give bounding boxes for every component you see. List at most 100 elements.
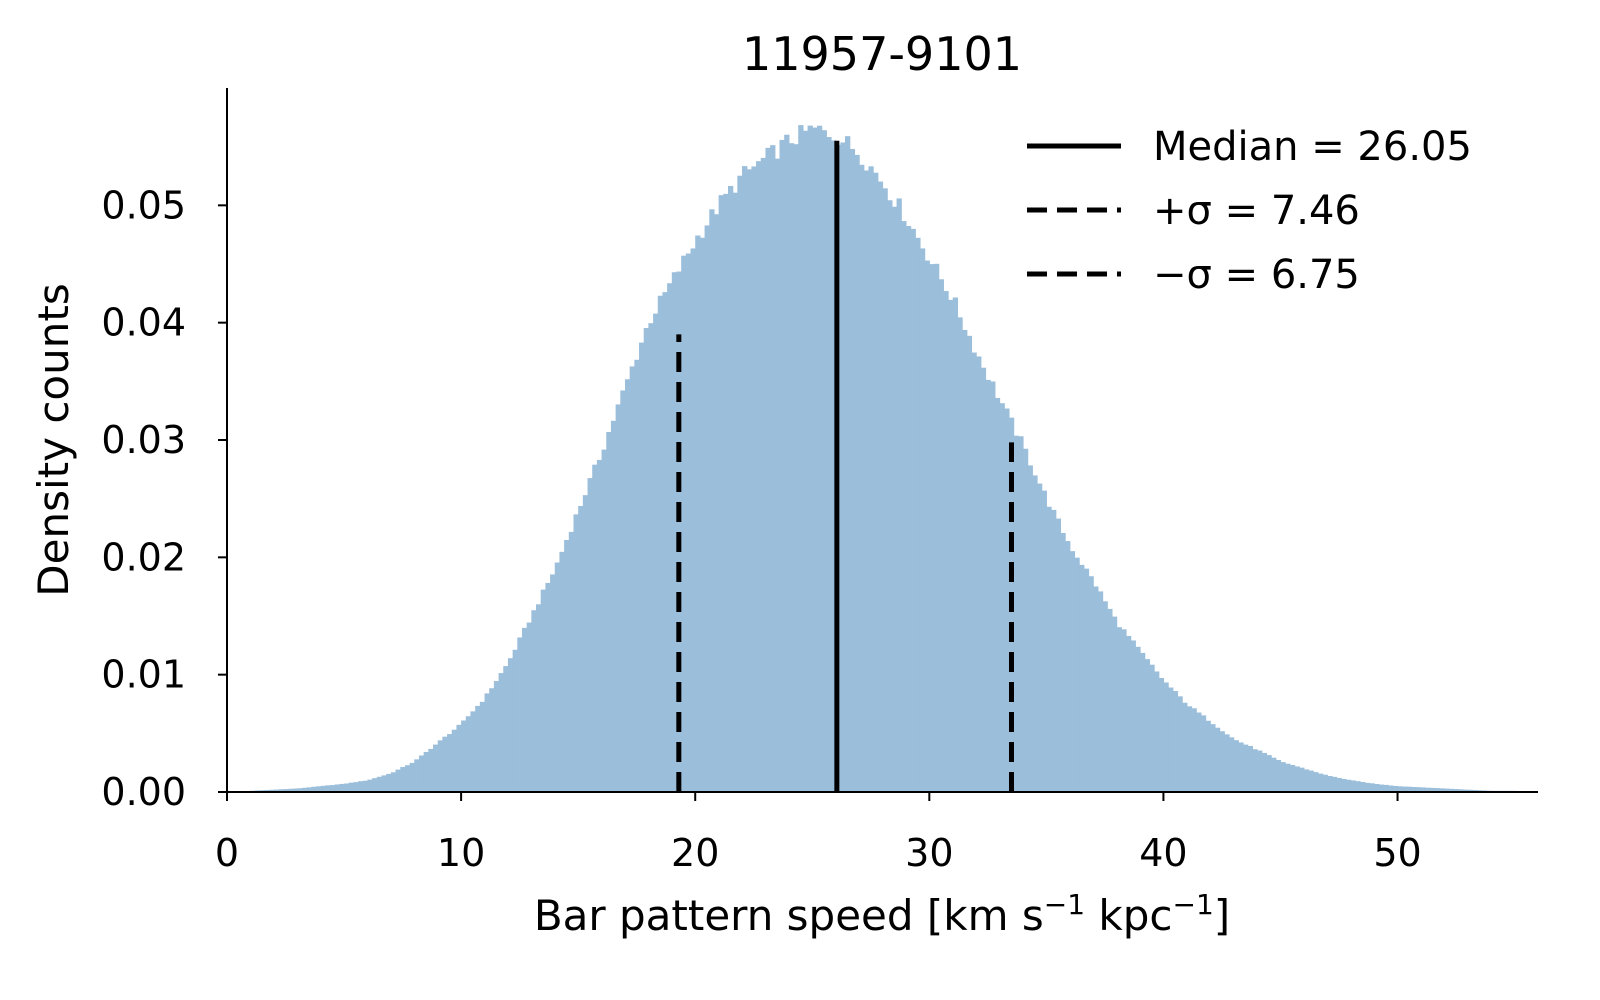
histogram-bar — [330, 785, 336, 792]
histogram-bar — [962, 329, 968, 792]
y-tick-label: 0.03 — [101, 418, 186, 462]
histogram-bar — [690, 248, 696, 792]
histogram-bar — [1022, 448, 1029, 792]
histogram-bar — [994, 397, 1001, 792]
histogram-bar — [788, 143, 795, 792]
x-axis-label: Bar pattern speed [km s−1 kpc−1] — [534, 888, 1230, 940]
histogram-bar — [1200, 715, 1207, 792]
histogram-bar — [503, 666, 509, 792]
histogram-bar — [1121, 629, 1127, 792]
histogram-bar — [826, 137, 832, 792]
histogram-bar — [456, 724, 462, 792]
histogram-bar — [1275, 759, 1282, 792]
histogram-bar — [620, 390, 626, 792]
histogram-bar — [1402, 786, 1408, 792]
histogram-bar — [1027, 465, 1033, 792]
y-axis-label: Density counts — [29, 283, 78, 596]
histogram-bar — [493, 681, 500, 792]
histogram-bar — [938, 279, 944, 792]
histogram-bar — [1257, 750, 1263, 792]
histogram-bar — [269, 789, 275, 792]
chart-title: 11957-9101 — [742, 27, 1022, 81]
histogram-bar — [774, 158, 781, 792]
histogram-bar — [915, 237, 921, 792]
histogram-bar — [1392, 785, 1399, 792]
histogram-bar — [1289, 765, 1296, 792]
legend-label: Median = 26.05 — [1153, 124, 1472, 170]
histogram-bar — [409, 762, 415, 792]
histogram-bar — [596, 459, 603, 792]
histogram-bar — [887, 200, 893, 793]
histogram-bar — [1364, 782, 1371, 792]
histogram-bar — [1294, 766, 1300, 792]
histogram-bar — [461, 720, 467, 792]
histogram-bar — [1037, 483, 1043, 792]
histogram-bar — [821, 130, 827, 792]
histogram-bar — [489, 688, 495, 792]
histogram-bar — [1444, 788, 1450, 792]
histogram-bar — [980, 367, 987, 792]
histogram-bar — [999, 403, 1005, 792]
histogram-bar — [807, 125, 813, 793]
histogram-bar — [1032, 475, 1038, 792]
histogram-bar — [784, 134, 790, 793]
histogram-bar — [1252, 749, 1258, 792]
histogram-bar — [521, 627, 528, 792]
histogram-bar — [934, 263, 940, 793]
histogram-bar — [550, 574, 556, 792]
histogram-bar — [395, 769, 401, 792]
histogram-bar — [325, 785, 331, 792]
histogram-bar — [1088, 576, 1094, 792]
histogram-bar — [629, 366, 635, 792]
histogram-bar — [1238, 742, 1244, 792]
histogram-bar — [1065, 541, 1071, 792]
histogram-bar — [404, 765, 411, 792]
histogram-bar — [877, 181, 884, 792]
histogram-bar — [812, 127, 818, 793]
histogram-bar — [526, 622, 532, 792]
histogram-bar — [475, 705, 481, 792]
histogram-bar — [1355, 781, 1361, 792]
histogram-bar — [831, 140, 837, 792]
histogram-bar — [1388, 785, 1394, 792]
histogram-bar — [1168, 687, 1174, 792]
histogram-bar — [1177, 696, 1183, 792]
histogram-bar — [1271, 757, 1277, 792]
histogram-bar — [447, 734, 453, 792]
histogram-bar — [1233, 740, 1239, 792]
histogram-bar — [320, 785, 326, 792]
histogram-bar — [353, 782, 359, 792]
histogram-bar — [624, 379, 631, 792]
x-axis-ticks: 0 10 20 30 40 50 — [215, 792, 1422, 875]
histogram-bar — [540, 589, 546, 792]
histogram-bar — [1214, 727, 1221, 792]
histogram-bar — [943, 291, 949, 792]
histogram-bar — [713, 214, 720, 793]
histogram-bar — [400, 767, 406, 792]
histogram-bar — [910, 228, 916, 792]
histogram-bar — [863, 170, 870, 792]
histogram-bar — [381, 775, 387, 792]
histogram-bar — [639, 342, 645, 792]
histogram-bar — [1107, 608, 1113, 792]
histogram-bar — [816, 125, 823, 793]
histogram-bar — [507, 658, 514, 792]
histogram-bar — [1411, 787, 1417, 792]
histogram-bar — [1102, 601, 1108, 792]
histogram-bar — [1308, 770, 1314, 792]
histogram-bar — [297, 788, 303, 792]
histogram-bar — [765, 147, 771, 792]
histogram-bar — [868, 166, 874, 792]
histogram-bar — [1172, 691, 1179, 792]
x-tick-label: 0 — [215, 831, 239, 875]
histogram-bar — [273, 789, 280, 792]
histogram-bar — [1327, 776, 1333, 792]
histogram-bar — [671, 272, 678, 793]
histogram-bar — [1416, 787, 1422, 792]
x-tick-label: 30 — [905, 831, 953, 875]
histogram-bar — [718, 195, 724, 792]
histogram-bar — [648, 323, 654, 792]
histogram-bar — [358, 781, 364, 792]
histogram-bar — [587, 478, 593, 792]
